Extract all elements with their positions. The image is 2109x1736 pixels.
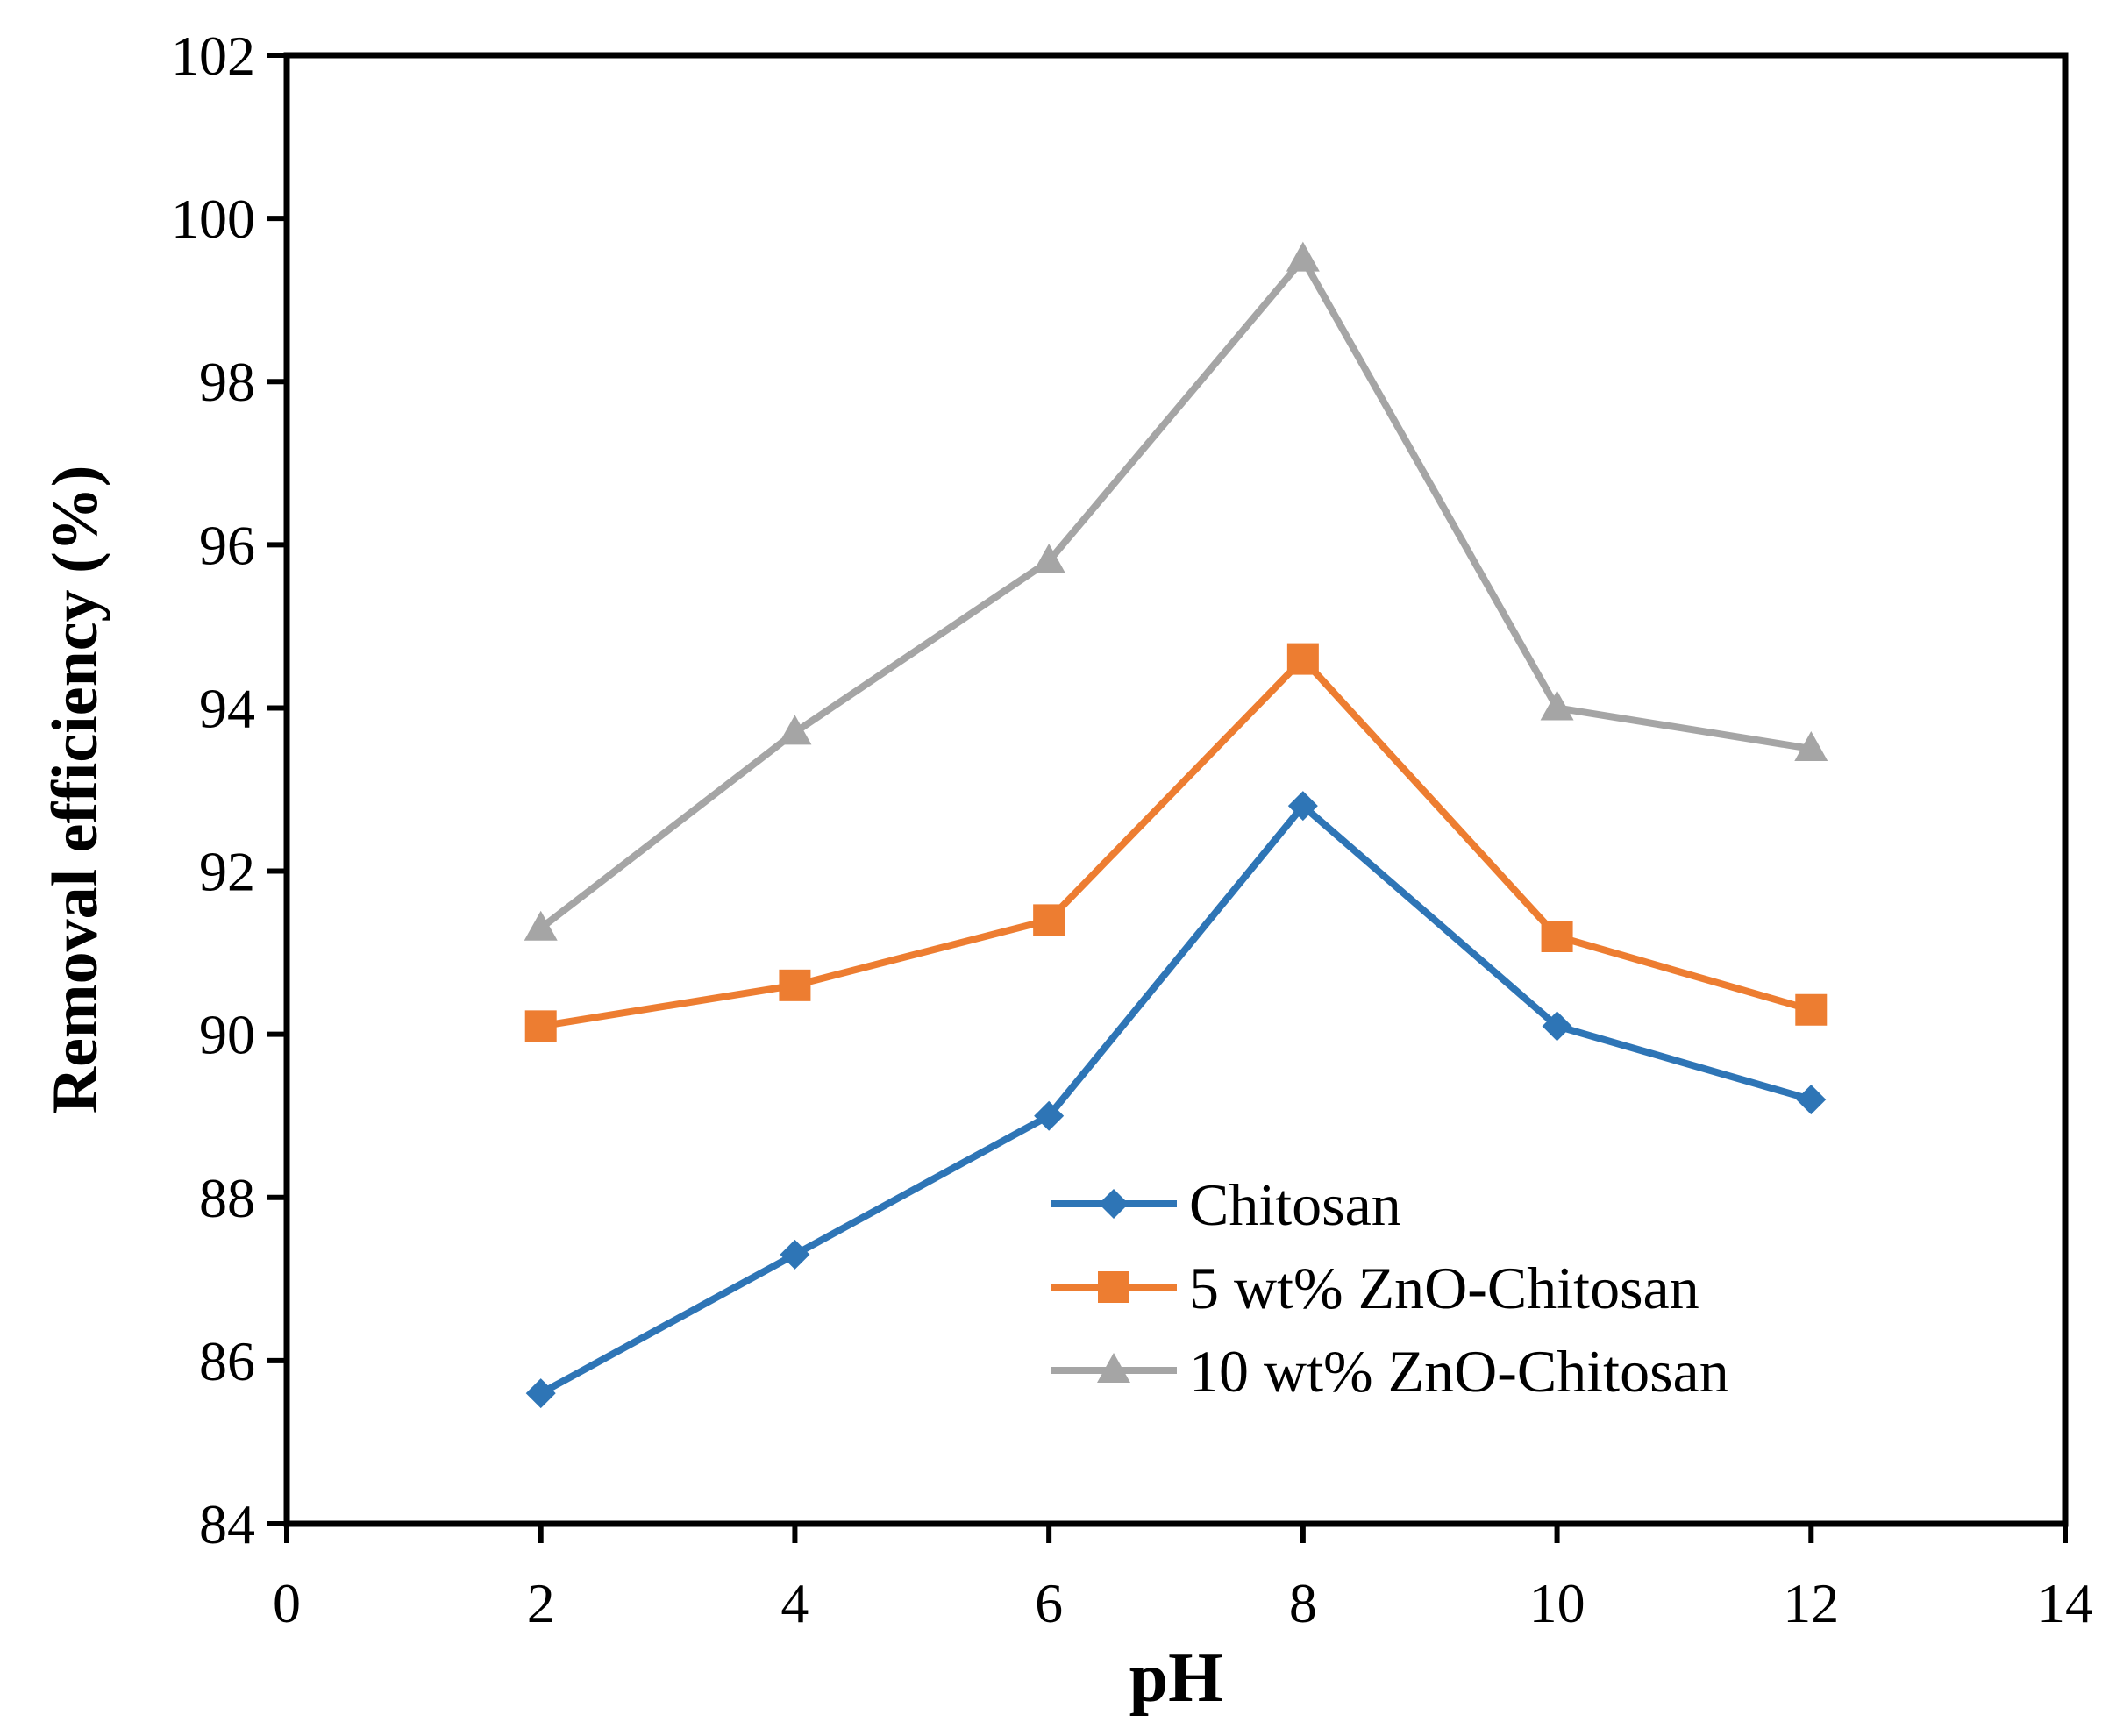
data-point-10-wt-zno-chitosan	[524, 910, 558, 941]
data-point-5-wt-zno-chitosan	[1795, 993, 1828, 1026]
y-tick-label: 94	[199, 677, 255, 739]
legend-swatch-marker	[1098, 1271, 1129, 1303]
data-point-chitosan	[1034, 1100, 1065, 1131]
data-point-10-wt-zno-chitosan	[778, 715, 812, 745]
data-point-10-wt-zno-chitosan	[1032, 543, 1066, 573]
y-tick-label: 92	[199, 841, 255, 903]
series-10-wt-zno-chitosan	[524, 241, 1828, 941]
series-chitosan	[525, 791, 1827, 1409]
x-tick-label: 12	[1783, 1572, 1839, 1634]
data-point-10-wt-zno-chitosan	[1540, 690, 1574, 721]
legend-item-10-wt-zno-chitosan: 10 wt% ZnO-Chitosan	[1051, 1338, 1729, 1405]
data-point-chitosan	[1796, 1085, 1827, 1115]
data-point-5-wt-zno-chitosan	[1286, 643, 1319, 675]
y-tick-label: 102	[171, 25, 255, 87]
plot-frame	[283, 52, 2069, 1527]
x-tick-label: 2	[527, 1572, 555, 1634]
data-point-chitosan	[780, 1239, 810, 1270]
legend-swatch-marker	[1099, 1189, 1129, 1219]
y-tick-label: 88	[199, 1167, 255, 1229]
series-layer	[524, 241, 1828, 1409]
x-tick-label: 6	[1035, 1572, 1063, 1634]
y-tick-label: 98	[199, 351, 255, 413]
legend-label: 5 wt% ZnO-Chitosan	[1189, 1255, 1699, 1321]
data-point-chitosan	[1542, 1011, 1572, 1042]
y-tick-label: 96	[199, 514, 255, 576]
x-tick-label: 8	[1289, 1572, 1317, 1634]
x-axis-title: pH	[1129, 1640, 1223, 1717]
series-line-5-wt-zno-chitosan	[540, 655, 1813, 1030]
data-point-5-wt-zno-chitosan	[1033, 904, 1065, 936]
data-point-5-wt-zno-chitosan	[524, 1010, 557, 1042]
legend-label: 10 wt% ZnO-Chitosan	[1189, 1338, 1729, 1405]
y-tick-label: 84	[199, 1493, 255, 1555]
series-5-wt-zno-chitosan	[524, 643, 1828, 1042]
y-axis-title: Removal efficiency (%)	[39, 466, 111, 1114]
data-point-5-wt-zno-chitosan	[779, 969, 811, 1001]
data-point-chitosan	[525, 1378, 556, 1409]
data-point-5-wt-zno-chitosan	[1541, 921, 1573, 952]
legend-item-chitosan: Chitosan	[1051, 1171, 1401, 1238]
x-tick-label: 0	[273, 1572, 301, 1634]
legend-swatch-marker	[1097, 1353, 1130, 1383]
y-tick-label: 86	[199, 1330, 255, 1392]
series-line-chitosan	[538, 802, 1813, 1397]
x-tick-label: 14	[2037, 1572, 2093, 1634]
axis-ticks: 84 86 88 90 92 94 96 98 100 102 0 2 4 6 8 10 12 14	[171, 25, 2093, 1634]
data-point-10-wt-zno-chitosan	[1286, 241, 1320, 272]
legend: Chitosan 5 wt% ZnO-Chitosan 10 wt% ZnO-Chi…	[1051, 1171, 1729, 1405]
x-tick-label: 10	[1529, 1572, 1585, 1634]
y-tick-label: 90	[199, 1004, 255, 1066]
y-tick-label: 100	[171, 188, 255, 250]
x-tick-label: 4	[780, 1572, 809, 1634]
data-point-10-wt-zno-chitosan	[1794, 730, 1828, 761]
data-point-chitosan	[1287, 791, 1318, 822]
legend-label: Chitosan	[1189, 1171, 1401, 1238]
series-line-10-wt-zno-chitosan	[538, 255, 1812, 931]
legend-item-5-wt-zno-chitosan: 5 wt% ZnO-Chitosan	[1051, 1255, 1699, 1321]
